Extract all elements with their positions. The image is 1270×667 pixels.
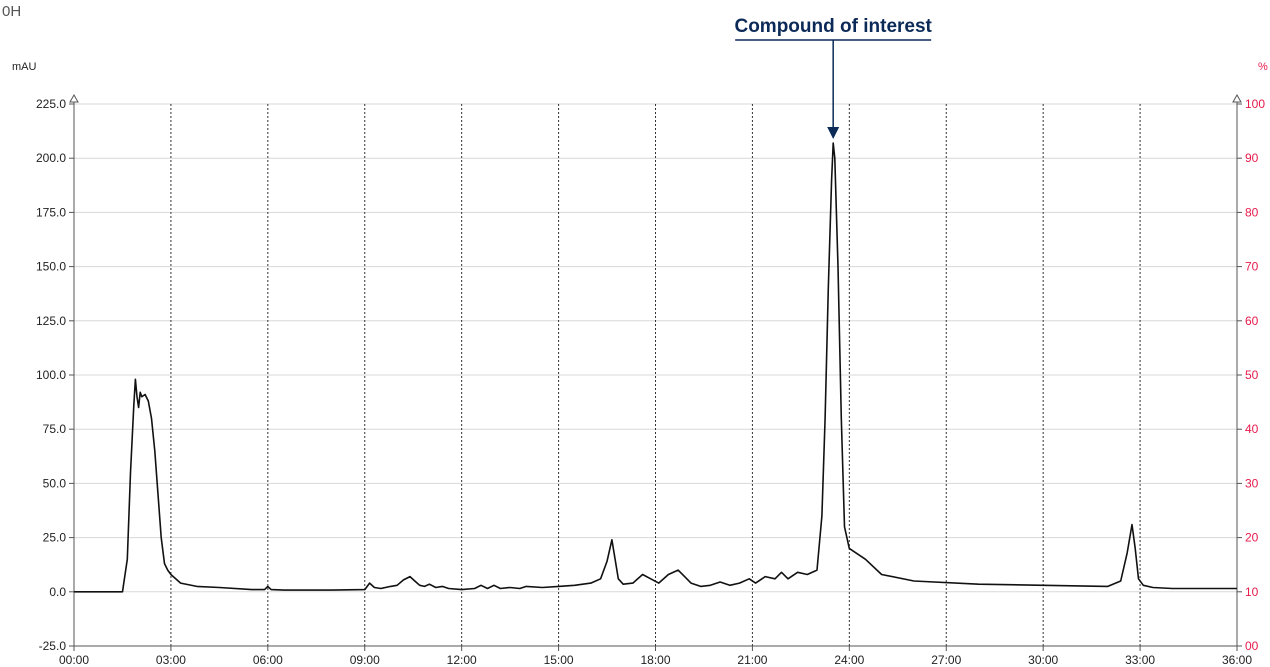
y2-tick-label: 10	[1245, 585, 1259, 599]
x-tick-label: 30:00	[1028, 653, 1058, 667]
gridlines	[74, 103, 1237, 646]
y2-tick-label: 40	[1245, 422, 1259, 436]
x-axis-ticks: 00:00 03:00 06:00 09:00 12:00 15:00 18:00 21:00…	[59, 646, 1252, 667]
y-tick-label: 100.0	[36, 368, 66, 382]
y-tick-label: 200.0	[36, 151, 66, 165]
x-tick-label: 36:00	[1222, 653, 1252, 667]
x-tick-label: 33:00	[1125, 653, 1155, 667]
x-tick-label: 21:00	[737, 653, 767, 667]
y-tick-label: 50.0	[43, 476, 67, 490]
y2-tick-label: 100	[1245, 97, 1265, 111]
y2-tick-label: 50	[1245, 368, 1259, 382]
data-series	[74, 142, 1237, 593]
x-tick-label: 06:00	[253, 653, 283, 667]
y2-tick-label: 80	[1245, 205, 1259, 219]
x-tick-label: 15:00	[544, 653, 574, 667]
y-tick-label: 150.0	[36, 260, 66, 274]
chromatogram-trace	[74, 142, 1237, 593]
y-tick-label: 225.0	[36, 97, 66, 111]
y2-tick-label: 20	[1245, 531, 1259, 545]
y2-tick-label: 70	[1245, 260, 1259, 274]
y-axis-right-label: %	[1258, 61, 1268, 73]
x-tick-label: 09:00	[350, 653, 380, 667]
annotation-arrowhead	[827, 127, 840, 140]
y-tick-label: 175.0	[36, 205, 66, 219]
y-axis-left-ticks: -25.0 0.0 25.0 50.0 75.0 100.0 125.0 150.0 175.0…	[36, 97, 74, 653]
y-tick-label: 75.0	[43, 422, 67, 436]
y-tick-label: 125.0	[36, 314, 66, 328]
annotation-label: Compound of interest	[734, 16, 932, 37]
y2-tick-label: 90	[1245, 151, 1259, 165]
y-tick-label: 25.0	[43, 531, 67, 545]
y-axis-left-arrow	[69, 93, 79, 103]
corner-text: 0H	[2, 3, 21, 20]
x-tick-label: 24:00	[834, 653, 864, 667]
annotations: Compound of interest	[734, 16, 933, 140]
y2-tick-label: 30	[1245, 476, 1259, 490]
y-tick-label: 0.0	[49, 585, 66, 599]
x-tick-label: 27:00	[931, 653, 961, 667]
y-axis-right-arrow	[1232, 93, 1242, 103]
x-tick-label: 12:00	[447, 653, 477, 667]
y2-tick-label: 00	[1245, 639, 1259, 653]
y-tick-label: -25.0	[39, 639, 67, 653]
x-tick-label: 03:00	[156, 653, 186, 667]
y-axis-left-label: mAU	[12, 61, 37, 73]
x-tick-label: 00:00	[59, 653, 89, 667]
y-axis-right-ticks: 00 10 20 30 40 50 60 70 80 90 100	[1237, 97, 1265, 653]
x-tick-label: 18:00	[640, 653, 670, 667]
y2-tick-label: 60	[1245, 314, 1259, 328]
